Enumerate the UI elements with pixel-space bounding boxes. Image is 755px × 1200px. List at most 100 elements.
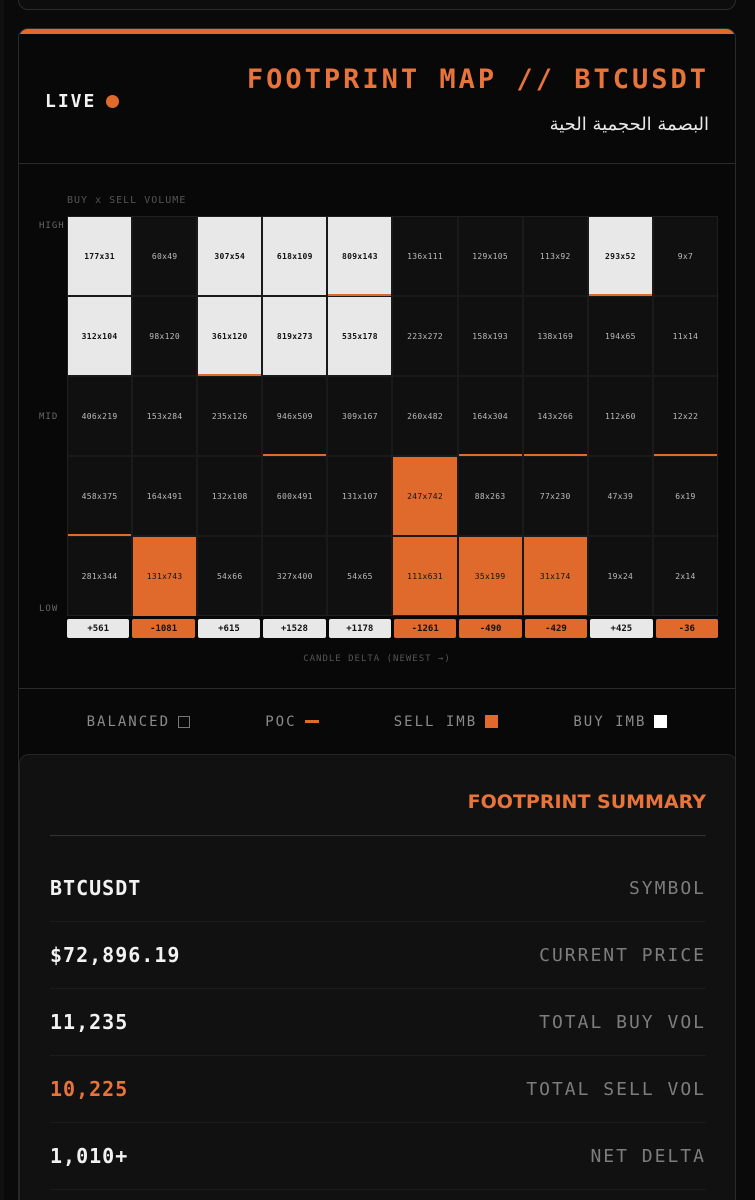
footprint-summary-panel: FOOTPRINT SUMMARY BTCUSDT SYMBOL $72,896… [19, 754, 735, 1200]
summary-divider [50, 835, 706, 836]
candle-delta-badge: -429 [524, 619, 588, 638]
footprint-cell: 6x19 [653, 457, 717, 535]
footprint-cell: 31x174 [523, 537, 587, 615]
footprint-card: LIVE FOOTPRINT MAP // BTCUSDT البصمة الح… [18, 28, 736, 1200]
footprint-cell: 9x7 [653, 217, 717, 295]
footprint-cell: 327x400 [263, 537, 327, 615]
legend-sell-imb: SELL IMB [393, 713, 499, 730]
footprint-chart: BUY x SELL VOLUME HIGH MID LOW 177x31 60x… [19, 164, 735, 689]
candle-delta-badge: -490 [459, 619, 522, 638]
total-buy-vol-value: 11,235 [50, 1010, 129, 1034]
footprint-cell: 247x742 [393, 457, 457, 535]
footprint-cell: 281x344 [68, 537, 132, 615]
candle-delta-badge: -1081 [132, 619, 195, 638]
footprint-cell: 113x92 [523, 217, 587, 295]
summary-row-symbol: BTCUSDT SYMBOL [50, 855, 706, 922]
footprint-cell: 12x22 [653, 377, 718, 456]
footprint-cell: 35x199 [458, 537, 522, 615]
footprint-grid: 177x31 60x49 307x54 618x109 809x143 136x111 12… [67, 216, 718, 616]
y-label-high: HIGH [39, 221, 65, 231]
candle-delta-badge: +1528 [263, 619, 326, 638]
candle-delta-badge: +425 [590, 619, 653, 638]
legend-poc: POC [265, 713, 319, 730]
candle-delta-badge: +615 [197, 619, 261, 638]
footprint-cell: 143x266 [523, 377, 587, 456]
footprint-cell: 223x272 [393, 297, 457, 375]
legend-poc-label: POC [265, 713, 297, 730]
legend-balanced: BALANCED [86, 713, 191, 730]
live-indicator: LIVE [45, 91, 120, 112]
poc-swatch-icon [304, 720, 319, 723]
net-delta-value: 1,010+ [50, 1144, 129, 1168]
total-buy-vol-label: TOTAL BUY VOL [539, 1011, 706, 1033]
footprint-cell: 88x263 [458, 457, 522, 535]
summary-row-total-buy-vol: 11,235 TOTAL BUY VOL [50, 989, 706, 1056]
previous-card-edge [18, 0, 736, 10]
footprint-cell: 136x111 [393, 217, 457, 295]
footprint-cell: 164x304 [458, 377, 522, 456]
footprint-cell: 131x743 [133, 537, 197, 616]
footprint-cell: 131x107 [328, 457, 392, 535]
footprint-cell: 153x284 [133, 377, 197, 455]
net-delta-label: NET DELTA [590, 1145, 706, 1167]
footprint-cell: 164x491 [133, 457, 197, 535]
summary-row-net-delta: 1,010+ NET DELTA [50, 1123, 706, 1190]
page-title: FOOTPRINT MAP // BTCUSDT [246, 64, 709, 95]
footprint-cell: 260x482 [393, 377, 457, 455]
sell-swatch-icon [485, 715, 499, 728]
x-axis-caption: CANDLE DELTA (NEWEST →) [303, 654, 451, 664]
legend-buy-imb: BUY IMB [573, 713, 668, 730]
footprint-cell: 54x66 [198, 537, 262, 615]
footprint-cell: 600x491 [263, 457, 327, 535]
card-accent-bar [19, 29, 735, 34]
buy-swatch-icon [654, 715, 668, 728]
footprint-cell: 307x54 [198, 217, 262, 295]
current-price-value: $72,896.19 [50, 943, 181, 967]
footprint-cell: 129x105 [458, 217, 522, 295]
footprint-cell: 309x167 [328, 377, 392, 455]
footprint-cell: 112x60 [588, 377, 652, 455]
footprint-cell: 618x109 [263, 217, 327, 295]
footprint-cell: 177x31 [68, 217, 132, 295]
live-dot-icon [106, 95, 120, 108]
legend-buy-imb-label: BUY IMB [573, 713, 647, 730]
footprint-cell: 47x39 [588, 457, 652, 535]
candle-delta-row: +561 -1081 +615 +1528 +1178 -1261 -490 -429 +425… [67, 619, 718, 638]
symbol-value: BTCUSDT [50, 876, 142, 900]
legend-sell-imb-label: SELL IMB [393, 713, 478, 730]
footprint-cell: 406x219 [68, 377, 132, 455]
footprint-cell: 235x126 [198, 377, 262, 455]
footprint-cell: 819x273 [263, 297, 327, 375]
candle-delta-badge: +1178 [328, 619, 391, 638]
chart-caption: BUY x SELL VOLUME [67, 195, 187, 206]
footprint-cell: 194x65 [588, 297, 652, 375]
legend-balanced-label: BALANCED [86, 713, 171, 730]
footprint-cell: 458x375 [68, 457, 132, 536]
screen-edge [0, 0, 4, 1200]
legend: BALANCED POC SELL IMB BUY IMB [19, 689, 735, 754]
page-subtitle: البصمة الحجمية الحية [549, 114, 709, 135]
candle-delta-badge: -36 [655, 619, 718, 638]
balanced-swatch-icon [178, 715, 191, 728]
symbol-label: SYMBOL [628, 877, 706, 899]
candle-delta-badge: +561 [67, 619, 130, 638]
footprint-cell: 809x143 [328, 217, 392, 296]
live-label: LIVE [45, 91, 97, 112]
footprint-cell: 312x104 [68, 297, 132, 375]
footprint-cell: 535x178 [328, 297, 392, 375]
footprint-cell: 77x230 [523, 457, 587, 535]
footprint-cell: 138x169 [523, 297, 587, 375]
card-header: LIVE FOOTPRINT MAP // BTCUSDT البصمة الح… [19, 34, 735, 164]
footprint-cell: 19x24 [588, 537, 652, 615]
summary-row-current-price: $72,896.19 CURRENT PRICE [50, 922, 706, 989]
summary-row-total-sell-vol: 10,225 TOTAL SELL VOL [50, 1056, 706, 1123]
y-label-low: LOW [39, 604, 59, 614]
footprint-cell: 2x14 [653, 537, 717, 615]
summary-title: FOOTPRINT SUMMARY [467, 791, 706, 813]
candle-delta-badge: -1261 [394, 619, 457, 638]
footprint-cell: 946x509 [263, 377, 327, 456]
footprint-cell: 11x14 [653, 297, 717, 375]
footprint-cell: 111x631 [393, 537, 457, 615]
footprint-cell: 132x108 [198, 457, 262, 535]
footprint-cell: 361x120 [198, 297, 262, 376]
